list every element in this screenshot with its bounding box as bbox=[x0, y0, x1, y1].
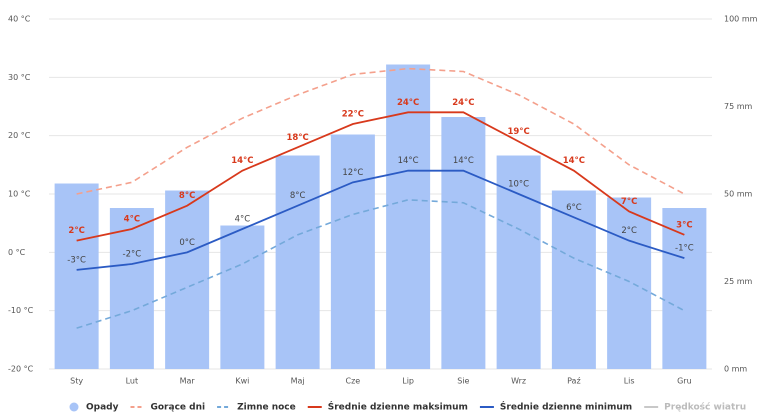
y-tick-label: 30 °C bbox=[8, 73, 31, 82]
value-label: 22°C bbox=[342, 110, 364, 120]
value-label: 14°C bbox=[231, 156, 253, 166]
y-tick-label: 0 °C bbox=[8, 248, 26, 257]
precip-bar bbox=[275, 155, 320, 369]
value-label: 6°C bbox=[566, 203, 582, 213]
precip-bar bbox=[165, 190, 210, 369]
value-label: 24°C bbox=[452, 98, 474, 108]
value-label: -3°C bbox=[67, 255, 86, 265]
precip-bar bbox=[109, 208, 154, 369]
precip-bar bbox=[220, 225, 265, 369]
value-label: 2°C bbox=[68, 226, 84, 236]
temp-line bbox=[76, 199, 685, 329]
precip-bar bbox=[441, 117, 486, 369]
legend-symbol bbox=[69, 402, 79, 412]
value-label: 10°C bbox=[508, 180, 529, 190]
y2-tick-label: 75 mm bbox=[724, 102, 753, 111]
x-tick-label: Maj bbox=[291, 377, 305, 386]
legend-label[interactable]: Gorące dni bbox=[150, 403, 205, 413]
y-tick-label: 20 °C bbox=[8, 131, 31, 140]
precip-bar bbox=[662, 208, 707, 369]
temp-line bbox=[76, 169, 685, 271]
y2-tick-label: 25 mm bbox=[724, 277, 753, 286]
x-tick-label: Gru bbox=[677, 377, 692, 386]
value-label: 24°C bbox=[397, 98, 419, 108]
value-label: 14°C bbox=[563, 156, 585, 166]
precip-bar bbox=[607, 197, 652, 369]
legend-label[interactable]: Prędkość wiatru bbox=[664, 402, 746, 413]
value-label: 4°C bbox=[235, 215, 251, 225]
y-tick-label: -10 °C bbox=[8, 306, 34, 315]
value-label: 19°C bbox=[507, 127, 529, 137]
value-label: 8°C bbox=[290, 191, 306, 201]
temp-line bbox=[76, 111, 685, 242]
y-tick-label: 10 °C bbox=[8, 190, 31, 199]
x-tick-label: Kwi bbox=[235, 377, 249, 386]
y-tick-label: -20 °C bbox=[8, 365, 34, 374]
value-label: 3°C bbox=[676, 220, 692, 230]
value-label: 2°C bbox=[621, 226, 637, 236]
precip-bar bbox=[386, 64, 431, 369]
legend-label[interactable]: Średnie dzienne minimum bbox=[500, 401, 632, 413]
y2-tick-label: 100 mm bbox=[724, 15, 757, 24]
y-tick-label: 40 °C bbox=[8, 15, 31, 24]
value-label: 14°C bbox=[453, 156, 474, 166]
value-label: 0°C bbox=[179, 238, 195, 248]
legend-label[interactable]: Opady bbox=[86, 403, 119, 413]
precip-bar bbox=[496, 155, 541, 369]
value-label: 12°C bbox=[342, 168, 363, 178]
value-label: 8°C bbox=[179, 191, 195, 201]
precip-bar bbox=[551, 190, 596, 369]
legend-label[interactable]: Średnie dzienne maksimum bbox=[328, 401, 468, 413]
value-label: 4°C bbox=[124, 215, 140, 225]
precip-bar bbox=[54, 183, 99, 369]
x-tick-label: Lis bbox=[624, 377, 635, 386]
temp-line bbox=[76, 67, 685, 195]
value-label: 7°C bbox=[621, 197, 637, 207]
value-label: 14°C bbox=[398, 156, 419, 166]
x-tick-label: Paź bbox=[567, 377, 581, 386]
value-label: 18°C bbox=[286, 133, 308, 143]
x-tick-label: Cze bbox=[346, 377, 361, 386]
x-tick-label: Mar bbox=[180, 377, 196, 386]
y2-tick-label: 50 mm bbox=[724, 190, 753, 199]
precip-bar bbox=[330, 134, 375, 369]
x-tick-label: Sie bbox=[457, 377, 469, 386]
x-tick-label: Sty bbox=[70, 377, 83, 386]
x-tick-label: Wrz bbox=[511, 377, 526, 386]
legend-label[interactable]: Zimne noce bbox=[237, 403, 296, 413]
y2-tick-label: 0 mm bbox=[724, 365, 747, 374]
x-tick-label: Lip bbox=[402, 377, 414, 386]
x-tick-label: Lut bbox=[126, 377, 139, 386]
value-label: -2°C bbox=[123, 250, 142, 260]
value-label: -1°C bbox=[675, 244, 694, 254]
